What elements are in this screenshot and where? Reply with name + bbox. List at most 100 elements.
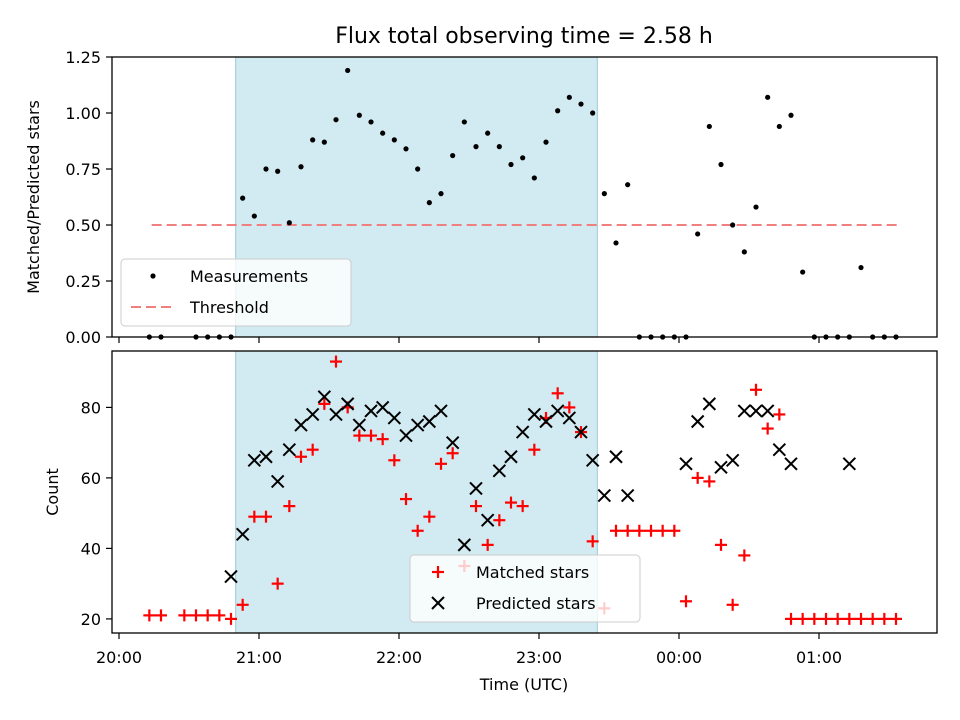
matched-star-point [143,609,156,622]
matched-star-point [866,612,879,625]
predicted-star-point [842,457,857,471]
x-axis-ticks [118,337,820,343]
legend-label-matched: Matched stars [476,563,589,582]
matched-star-point [715,538,727,551]
predicted-star-point [445,435,460,450]
y-tick-label: 1.00 [65,104,101,123]
matched-star-point [295,450,307,463]
measurement-point [426,200,432,206]
predicted-star-point [340,397,355,411]
matched-star-point [493,514,506,527]
matched-star-point [551,387,564,400]
y-axis-label: Count [43,468,62,516]
matched-star-point [680,595,692,608]
y-tick-label: 60 [81,469,101,488]
matched-star-point [761,422,774,435]
predicted-star-point [550,404,565,418]
predicted-star-point [504,450,518,464]
matched-star-point [796,612,809,625]
legend-label-measurements: Measurements [190,267,308,286]
measurement-point [298,164,304,170]
matched-star-point [773,408,786,421]
measurement-point [858,264,864,271]
matched-star-point [703,475,716,488]
matched-star-point [260,510,272,523]
ratio-plot-frame [111,56,938,338]
chart-title: Flux total observing time = 2.58 h [335,24,713,49]
measurement-point [590,110,596,116]
legend-marker-measurements [150,273,156,279]
measurement-point [356,112,362,118]
matched-star-point [470,500,482,513]
matched-star-point [423,510,436,523]
predicted-stars-points [224,390,857,584]
x-tick-label: 20:00 [96,648,142,667]
predicted-star-point [690,414,705,429]
matched-star-point [621,524,634,537]
matched-star-point [201,609,214,622]
matched-star-point [283,500,296,513]
measurement-point [730,222,736,228]
measurement-point [403,146,409,152]
measurement-point [286,220,292,226]
measurement-point [485,130,491,136]
matched-star-point [376,433,389,446]
matched-star-point [318,397,331,410]
measurement-point [578,101,584,107]
matched-star-point [668,524,681,537]
measurement-point [263,166,269,172]
matched-star-point [248,510,261,523]
measurement-point [753,204,759,210]
ratio-panel: Flux total observing time = 2.58 h 0.000… [24,24,938,347]
legend: Measurements Threshold [120,258,352,327]
predicted-star-point [714,460,728,475]
y-tick-label: 1.25 [65,48,101,67]
predicted-star-point [282,442,297,457]
measurement-point [800,269,806,275]
measurement-point [741,249,747,255]
predicted-star-point [784,457,798,471]
measurement-point [566,94,572,100]
predicted-star-point [434,404,448,418]
matched-star-point [400,493,412,506]
predicted-star-point [760,404,775,418]
predicted-star-point [492,464,507,478]
matched-star-point [528,443,541,456]
measurement-point [450,152,456,159]
matched-star-point [236,598,249,611]
y-axis-ticks: 20 40 60 80 [81,398,112,629]
predicted-star-point [364,404,378,418]
x-axis-ticks: 20:00 21:00 22:00 23:00 00:00 01:00 [96,633,842,667]
matched-star-point [411,524,424,537]
x-axis-label: Time (UTC) [479,675,568,694]
predicted-star-point [387,411,402,425]
measurement-point [776,123,782,130]
matched-star-point [831,612,844,625]
predicted-star-point [410,418,425,432]
matched-star-point [878,612,891,625]
measurement-point [345,67,351,74]
matched-star-point [505,496,517,509]
measurement-point [531,175,537,181]
y-tick-label: 0.75 [65,160,101,179]
matched-star-point [481,538,494,551]
measurement-point [788,112,794,118]
matched-star-point [750,383,762,396]
matched-star-point [855,612,867,625]
matched-star-point [843,612,856,625]
predicted-star-point [539,414,553,429]
matched-star-point [738,549,751,562]
measurement-point [695,231,701,237]
y-tick-label: 0.50 [65,216,101,235]
predicted-star-point [259,450,273,464]
measurement-point [368,119,374,125]
matched-star-point [388,454,401,467]
matched-star-point [213,609,226,622]
measurement-point [461,119,467,125]
measurement-point [496,144,502,150]
measurement-point [543,139,549,145]
measurement-point [508,161,514,168]
predicted-star-point [585,453,600,467]
matched-star-point [516,500,529,513]
